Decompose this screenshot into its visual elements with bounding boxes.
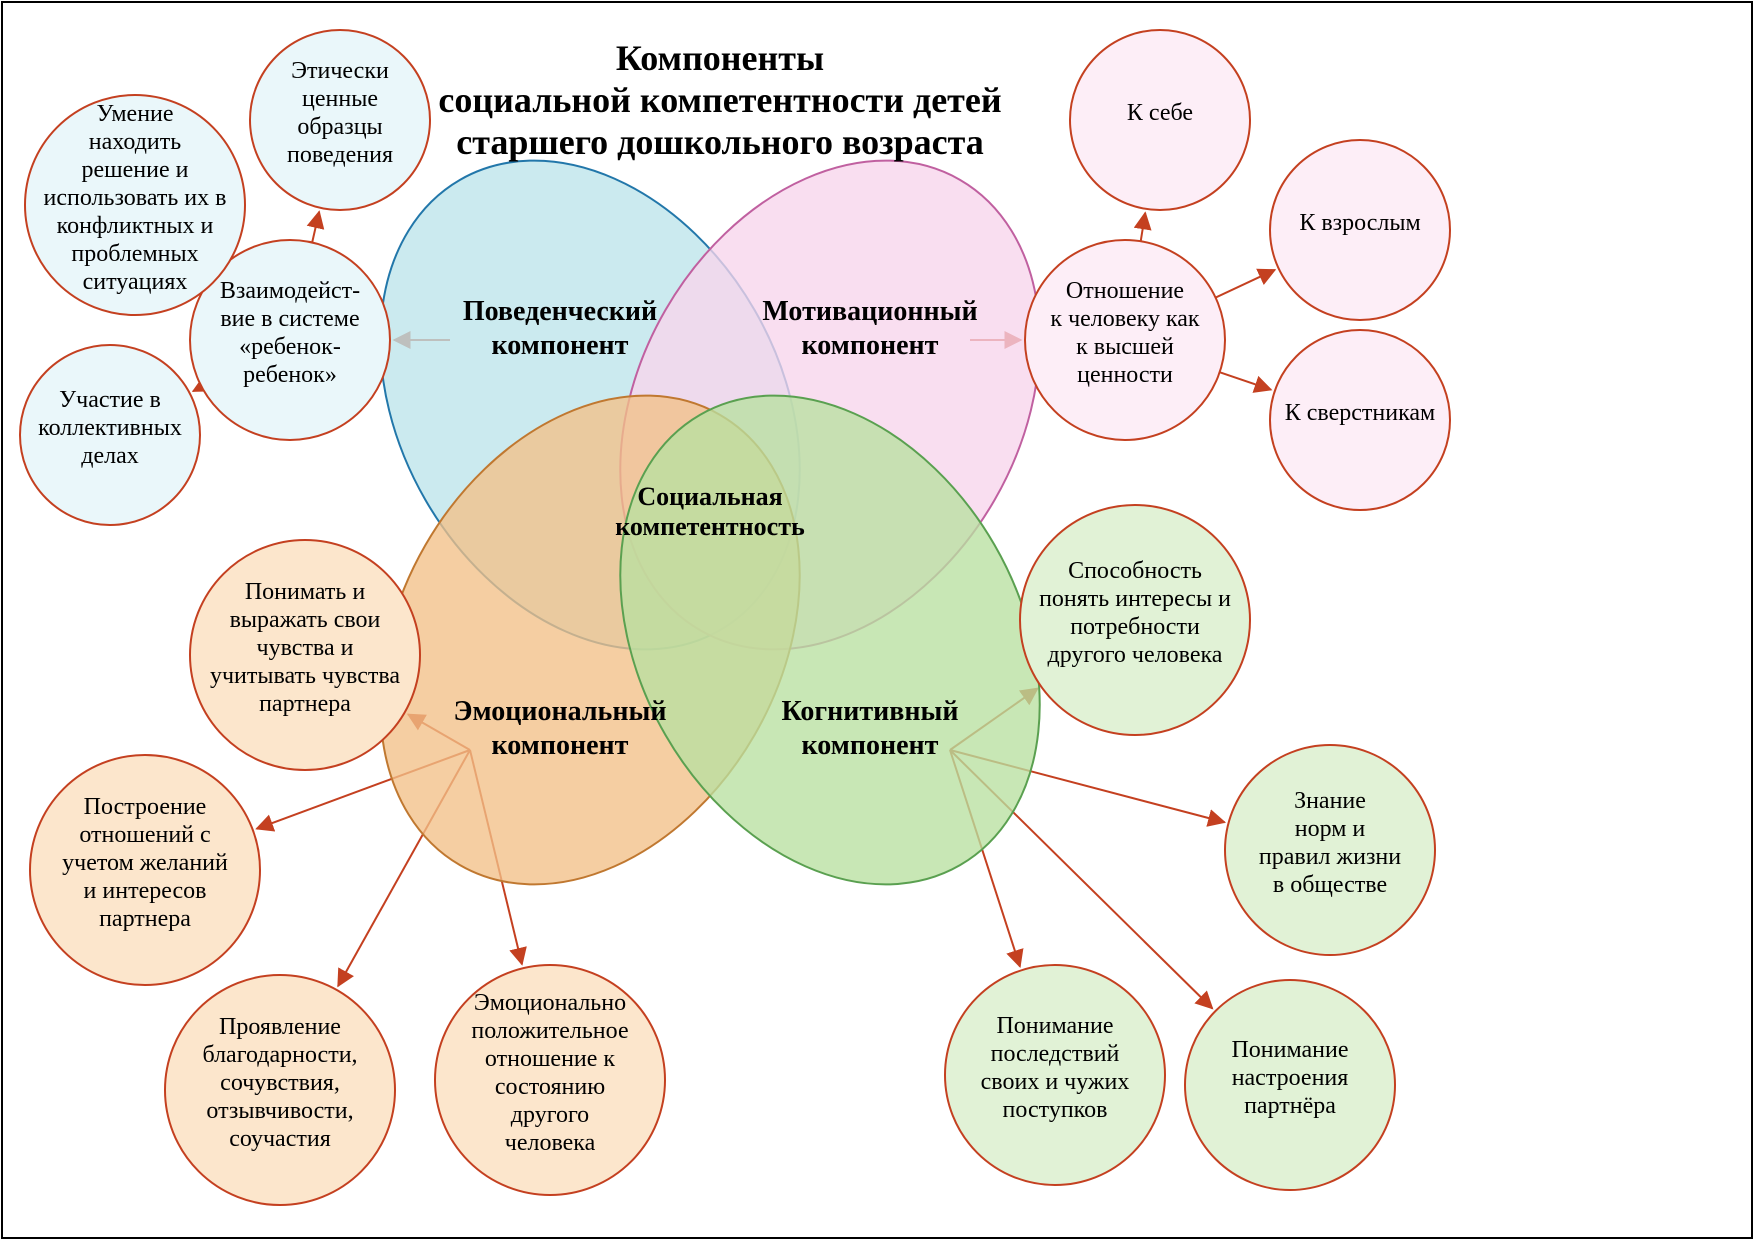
node-label-m1: К себе bbox=[1127, 100, 1193, 126]
node-label-m2: К взрослым bbox=[1299, 210, 1420, 236]
node-label-m3: К сверстникам bbox=[1285, 400, 1435, 426]
node-label-c3: Пониманиенастроенияпартнёра bbox=[1231, 1037, 1348, 1119]
center-label: Социальнаякомпетентность bbox=[615, 482, 805, 541]
